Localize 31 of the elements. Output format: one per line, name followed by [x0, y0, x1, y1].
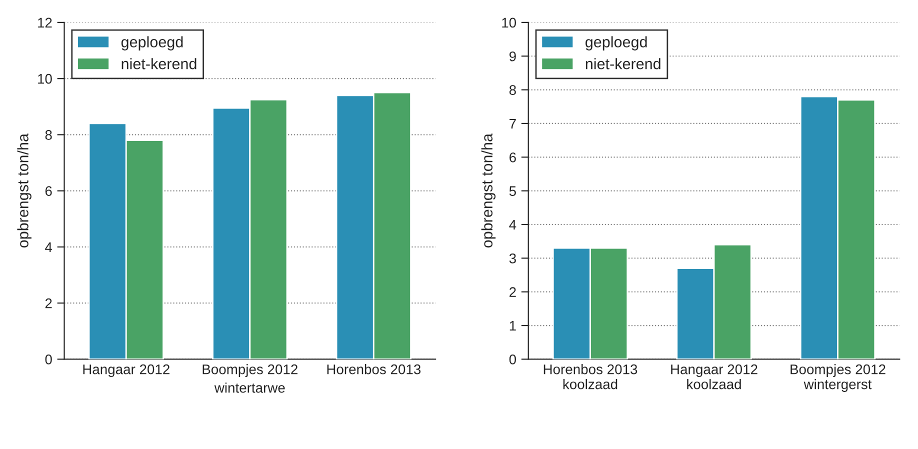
y-tick-label: 6	[510, 152, 516, 162]
y-tick-label: 9	[509, 51, 516, 62]
y-tick-label: 7	[510, 118, 516, 129]
legend-label: niet-kerend	[122, 58, 196, 70]
y-tick-label: 1	[510, 321, 516, 331]
y-tick-label: 6	[45, 186, 52, 196]
y-tick-label: 4	[509, 220, 516, 230]
y-tick-label: 2	[510, 287, 516, 297]
y-tick-label: 4	[45, 242, 52, 252]
y-tick-label: 12	[38, 18, 52, 28]
legend-label: geploegd	[121, 36, 183, 50]
y-tick-label: 10	[502, 18, 516, 28]
x-tick-label: Boompjes 2012 wintergerst	[790, 364, 886, 392]
y-axis-title: opbrengst ton/ha	[17, 133, 32, 248]
y-tick-label: 8	[45, 130, 52, 140]
y-tick-label: 2	[45, 298, 52, 308]
legend-label: niet-kerend	[586, 58, 660, 70]
x-tick-label: Horenbos 2013 koolzaad	[544, 364, 638, 390]
y-axis-title: opbrengst ton/ha	[481, 133, 496, 248]
y-tick-label: 10	[38, 74, 52, 84]
y-tick-label: 0	[509, 354, 516, 364]
legend-label: geploegd	[586, 36, 647, 50]
x-tick-label: Hangaar 2012 koolzaad	[671, 364, 758, 390]
y-tick-label: 0	[45, 354, 52, 364]
y-tick-label: 8	[509, 85, 516, 95]
x-tick-label: Horenbos 2013	[327, 364, 421, 374]
y-tick-label: 5	[509, 186, 516, 196]
x-tick-label: Boompjes 2012	[202, 364, 298, 378]
y-tick-label: 3	[509, 254, 516, 264]
x-axis-title: wintertarwe	[214, 382, 285, 393]
x-tick-label: Hangaar 2012	[83, 364, 170, 378]
